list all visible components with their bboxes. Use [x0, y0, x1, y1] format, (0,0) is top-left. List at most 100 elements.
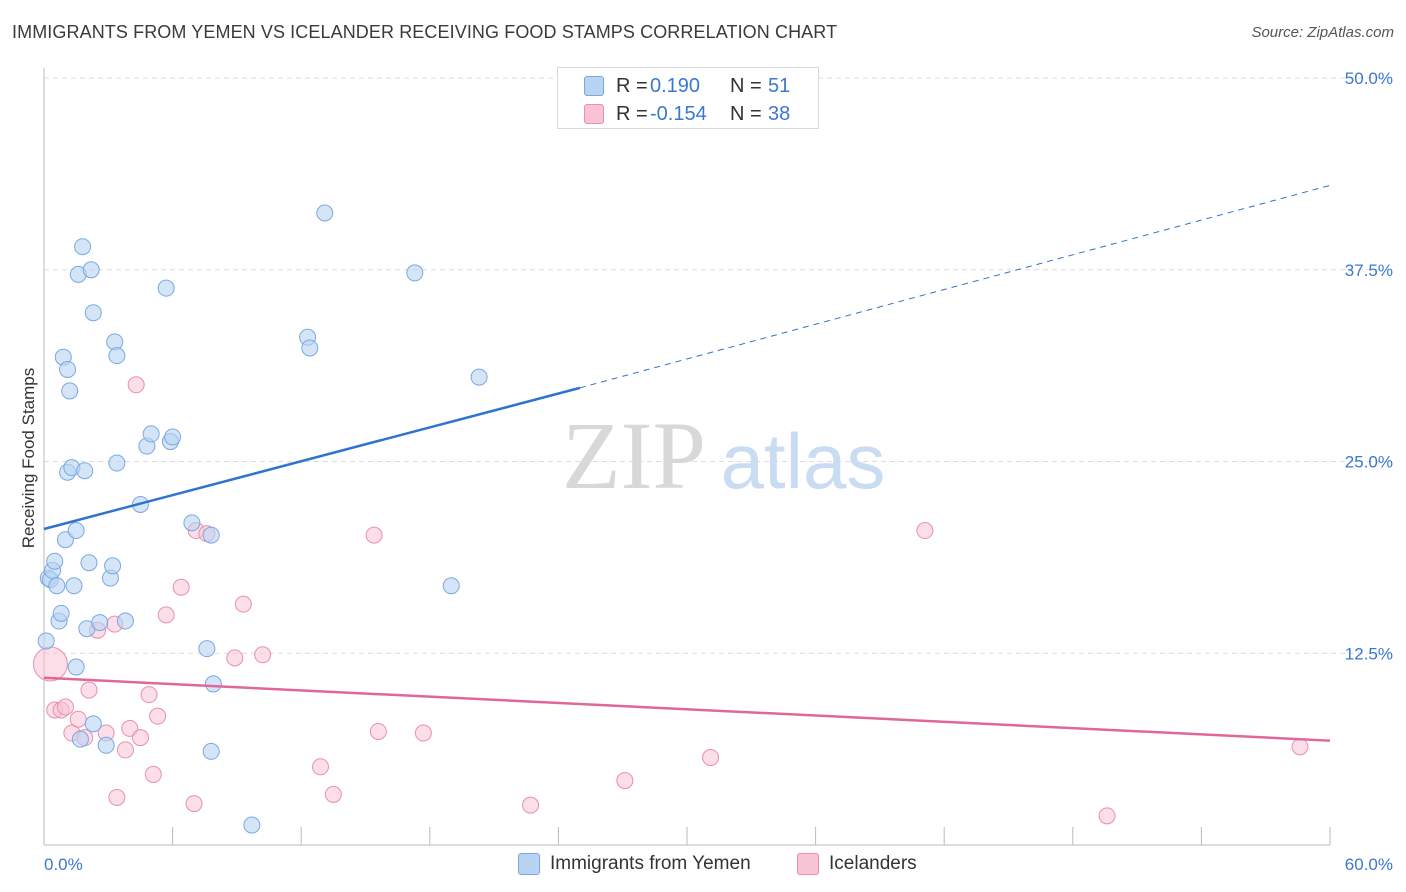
icelanders-point: [144, 765, 162, 783]
r-label: R =: [616, 102, 648, 125]
yemen-point: [67, 658, 85, 676]
legend-item-yemen[interactable]: Immigrants from Yemen: [518, 851, 751, 877]
icelanders-point: [254, 646, 272, 664]
correlation-legend: R = 0.190 N = 51 R = -0.154 N = 38: [557, 67, 819, 129]
icelanders-swatch-icon: [584, 104, 604, 124]
trend-lines: [43, 184, 1331, 742]
icelanders-point: [414, 724, 432, 742]
icelanders-point: [80, 681, 98, 699]
icelanders-legend-swatch-icon: [797, 853, 819, 875]
yemen-point: [52, 604, 70, 622]
icelanders-point: [226, 649, 244, 667]
icelanders-point: [131, 729, 149, 747]
yemen-point: [104, 557, 122, 575]
axes: [43, 68, 1331, 846]
yemen-point: [406, 264, 424, 282]
y-tick-label: 50.0%: [1345, 69, 1393, 88]
y-tick-label: 37.5%: [1345, 261, 1393, 280]
icelanders-point: [56, 698, 74, 716]
source-label: Source: ZipAtlas.com: [1251, 24, 1394, 41]
watermark-zip: ZIP: [562, 402, 706, 509]
yemen-point: [198, 640, 216, 658]
chart-title: IMMIGRANTS FROM YEMEN VS ICELANDER RECEI…: [12, 22, 838, 42]
icelanders-point: [369, 722, 387, 740]
yemen-point: [59, 360, 77, 378]
yemen-point: [97, 736, 115, 754]
n-label: N =: [730, 102, 762, 125]
yemen-point: [84, 304, 102, 322]
icelanders-point: [116, 741, 134, 759]
yemen-point: [80, 554, 98, 572]
yemen-point: [157, 279, 175, 297]
legend-item-icelanders[interactable]: Icelanders: [797, 851, 917, 877]
legend-row-yemen: R = 0.190 N = 51: [558, 73, 790, 99]
yemen-point: [164, 428, 182, 446]
watermark: ZIP atlas: [562, 402, 885, 509]
yemen-point: [204, 675, 222, 693]
yemen-point: [67, 522, 85, 540]
yemen-point: [91, 614, 109, 632]
yemen-point: [316, 204, 334, 222]
n-label: N =: [730, 74, 762, 97]
yemen-point: [183, 514, 201, 532]
yemen-point: [470, 368, 488, 386]
yemen-point: [71, 730, 89, 748]
y-tick-label: 12.5%: [1345, 644, 1393, 663]
icelanders-point: [522, 796, 540, 814]
yemen-point: [84, 715, 102, 733]
icelanders-point: [1098, 807, 1116, 825]
yemen-point: [243, 816, 261, 834]
yemen-point: [46, 552, 64, 570]
icelanders-point: [127, 376, 145, 394]
yemen-point: [37, 632, 55, 650]
yemen-point: [65, 577, 83, 595]
yemen-point: [108, 347, 126, 365]
legend-label-icelanders: Icelanders: [829, 853, 917, 874]
icelanders-point: [185, 795, 203, 813]
yemen-points: [37, 204, 488, 834]
icelanders-point: [324, 785, 342, 803]
yemen-legend-swatch-icon: [518, 853, 540, 875]
icelanders-point: [140, 686, 158, 704]
icelanders-point: [69, 710, 87, 728]
r-value: 0.190: [650, 74, 701, 97]
icelanders-point: [1291, 738, 1309, 756]
yemen-point: [61, 382, 79, 400]
r-value: -0.154: [650, 102, 707, 125]
icelanders-point: [172, 578, 190, 596]
x-tick-label: 60.0%: [1345, 855, 1393, 874]
yemen-point: [442, 577, 460, 595]
yemen-trend-line: [43, 386, 581, 531]
r-label: R =: [616, 74, 648, 97]
grid-lines: [44, 77, 1394, 654]
y-tick-label: 25.0%: [1345, 453, 1393, 472]
y-axis-label: Receiving Food Stamps: [19, 368, 38, 548]
yemen-point: [301, 339, 319, 357]
icelanders-point: [149, 707, 167, 725]
icelanders-point: [234, 595, 252, 613]
yemen-point: [74, 238, 92, 256]
legend-row-icelanders: R = -0.154 N = 38: [558, 101, 790, 127]
icelanders-point: [916, 522, 934, 540]
yemen-point: [142, 425, 160, 443]
icelanders-point: [702, 749, 720, 767]
icelanders-point: [32, 646, 68, 682]
yemen-point: [108, 454, 126, 472]
x-tick-label: 0.0%: [44, 855, 83, 874]
tick-labels: 12.5% 25.0% 37.5% 50.0% 0.0% 60.0%: [44, 69, 1393, 874]
series-legend: Immigrants from Yemen Icelanders: [0, 851, 1406, 877]
icelanders-point: [616, 772, 634, 790]
yemen-point: [48, 577, 66, 595]
yemen-point: [116, 612, 134, 630]
n-value: 38: [768, 102, 791, 125]
icelanders-point: [157, 606, 175, 624]
yemen-point: [76, 462, 94, 480]
icelanders-point: [311, 758, 329, 776]
yemen-swatch-icon: [584, 76, 604, 96]
yemen-trend-extension: [579, 184, 1331, 389]
watermark-atlas: atlas: [721, 417, 886, 505]
icelanders-trend-line: [43, 676, 1331, 742]
icelanders-point: [365, 526, 383, 544]
yemen-point: [202, 526, 220, 544]
